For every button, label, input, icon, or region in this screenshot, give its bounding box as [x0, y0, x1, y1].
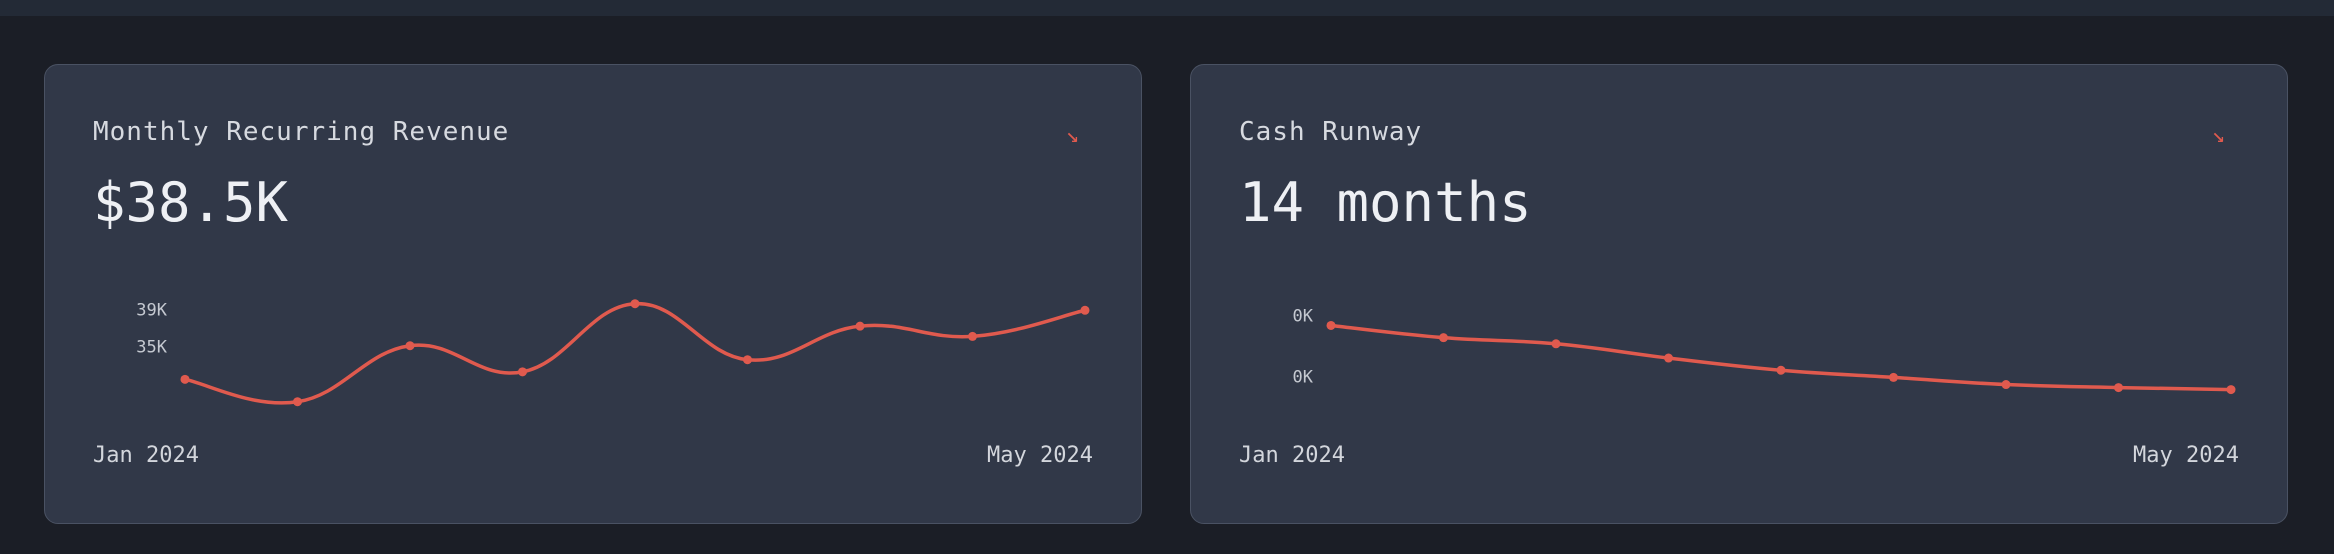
cash-runway-chart: 0K 0K: [1293, 306, 2236, 395]
top-bar: [0, 0, 2334, 16]
x-axis-end-label: May 2024: [2133, 443, 2239, 468]
y-tick-label: 0K: [1293, 367, 1314, 387]
cash-runway-card: 0K 0K Cash Runway ↘ 14 months Jan 2024 Ma…: [1190, 64, 2288, 524]
mrr-card: 39K 35K Monthly Recurring Revenue ↘ $38.5…: [44, 64, 1142, 524]
data-point[interactable]: [2226, 385, 2236, 395]
data-point[interactable]: [1326, 320, 1336, 330]
series-line: [1329, 323, 2233, 392]
x-axis-start-label: Jan 2024: [1239, 443, 1345, 468]
data-point[interactable]: [405, 341, 415, 351]
data-point[interactable]: [180, 374, 190, 384]
data-point[interactable]: [743, 355, 752, 365]
x-axis-end-label: May 2024: [987, 443, 1093, 468]
data-point[interactable]: [1080, 305, 1090, 315]
data-point[interactable]: [2001, 380, 2011, 390]
data-point[interactable]: [1439, 333, 1448, 343]
data-point[interactable]: [1776, 365, 1786, 375]
mrr-chart: 39K 35K: [136, 299, 1090, 407]
data-point[interactable]: [630, 299, 640, 309]
data-point[interactable]: [968, 331, 977, 341]
data-point[interactable]: [1664, 353, 1673, 363]
y-tick-label: 35K: [136, 338, 167, 358]
data-point[interactable]: [293, 397, 302, 407]
card-value: $38.5K: [93, 171, 289, 234]
card-value: 14 months: [1239, 171, 1532, 234]
x-axis-start-label: Jan 2024: [93, 443, 199, 468]
y-tick-label: 39K: [136, 300, 167, 320]
y-tick-label: 0K: [1293, 306, 1314, 326]
data-point[interactable]: [1551, 339, 1561, 349]
card-title: Monthly Recurring Revenue: [93, 117, 510, 147]
data-point[interactable]: [855, 321, 865, 331]
data-point[interactable]: [2114, 383, 2123, 393]
trend-down-icon: ↘: [1065, 123, 1079, 148]
series-line: [183, 301, 1087, 405]
data-point[interactable]: [1889, 372, 1898, 382]
card-title: Cash Runway: [1239, 117, 1423, 147]
trend-down-icon: ↘: [2211, 123, 2225, 148]
data-point[interactable]: [518, 367, 527, 377]
